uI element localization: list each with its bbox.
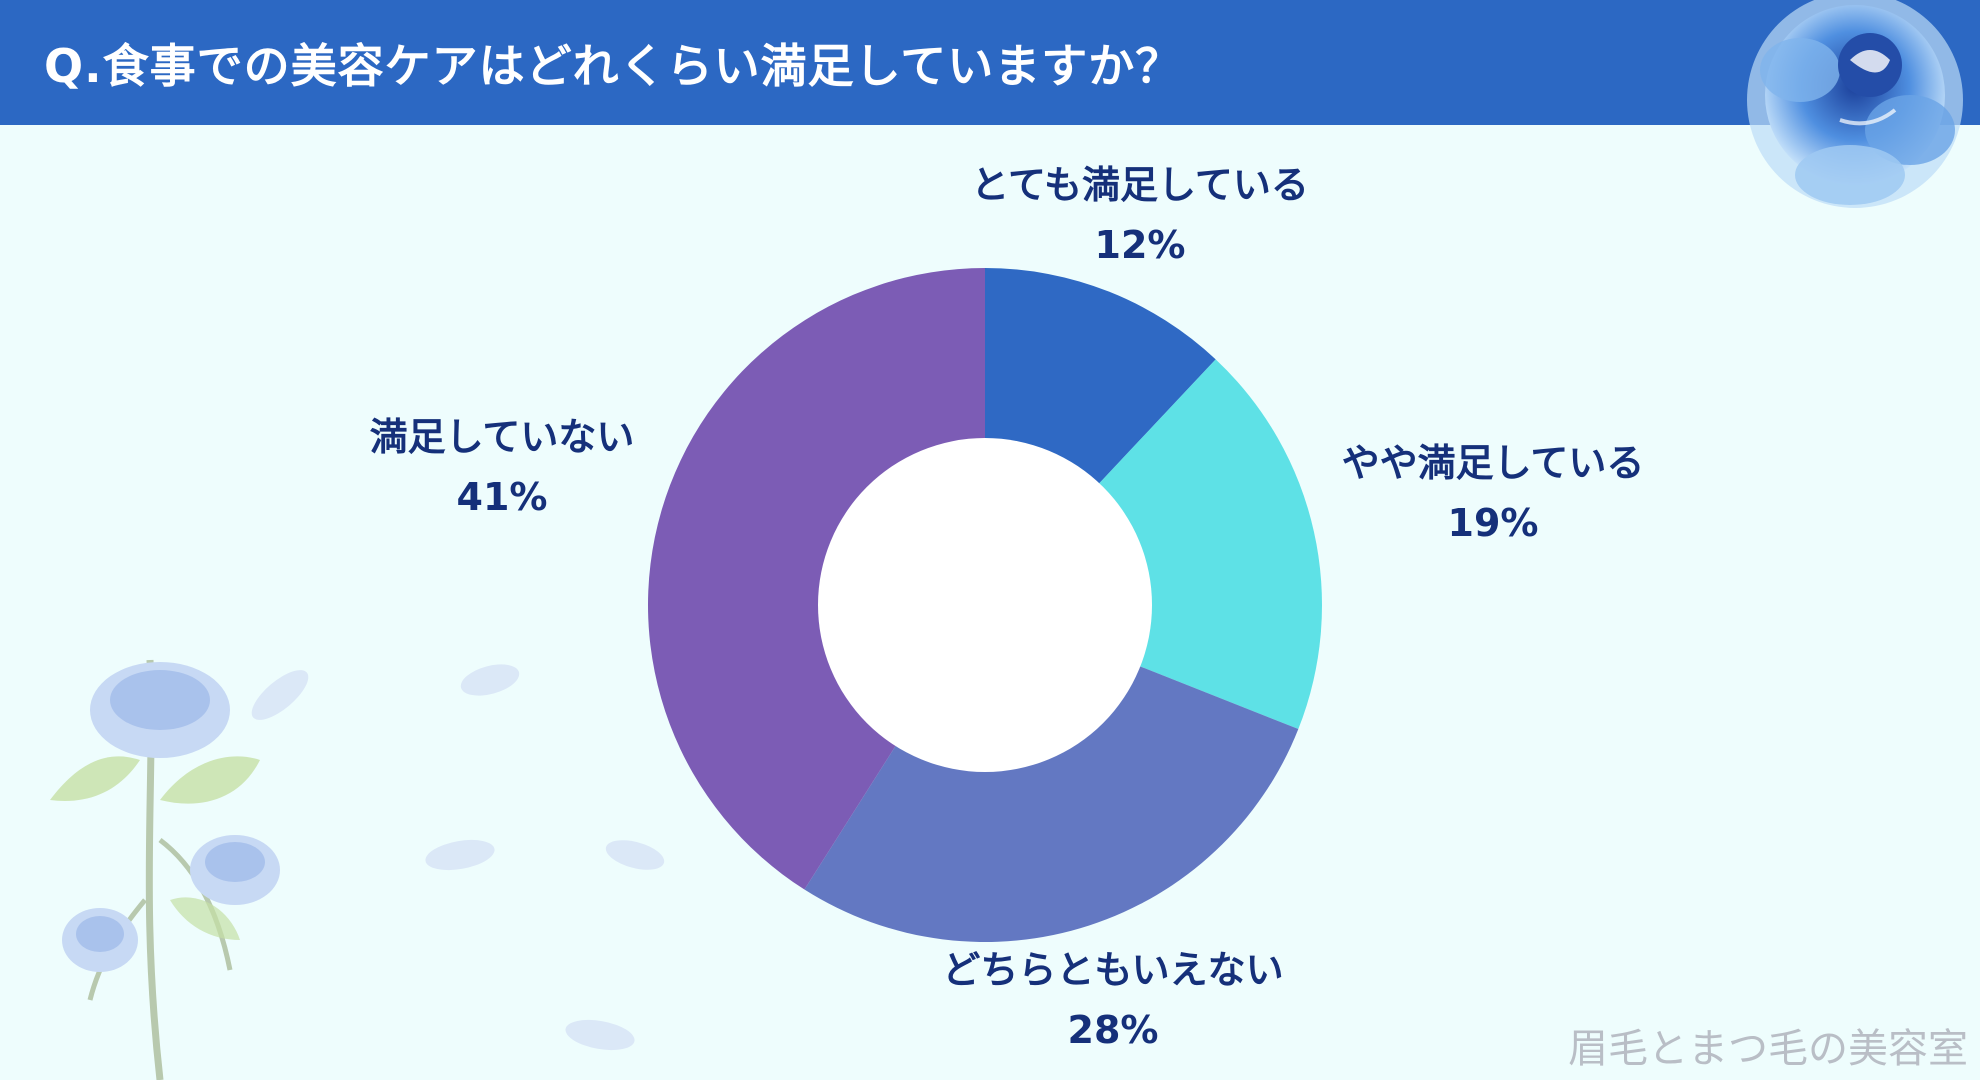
slice-label-somewhat-satisfied: やや満足している 19%	[1342, 433, 1645, 553]
donut-hole	[818, 438, 1152, 772]
slice-label-not-satisfied: 満足していない 41%	[370, 407, 635, 527]
slice-label-value: 28%	[1067, 1008, 1159, 1052]
slice-label-value: 19%	[1447, 501, 1539, 545]
slice-label-text: どちらともいえない	[942, 948, 1284, 992]
slice-label-value: 12%	[1094, 223, 1186, 267]
slice-label-text: とても満足している	[971, 163, 1309, 207]
slice-label-text: 満足していない	[369, 415, 635, 459]
slice-label-very-satisfied: とても満足している 12%	[971, 155, 1309, 275]
header-bar: Q.食事での美容ケアはどれくらい満足していますか？	[0, 0, 1980, 125]
blue-rose-icon	[1747, 0, 1963, 208]
page-title: Q.食事での美容ケアはどれくらい満足していますか？	[44, 39, 1183, 93]
slice-label-value: 41%	[456, 475, 548, 519]
watermark: 眉毛とまつ毛の美容室	[1568, 1026, 1968, 1072]
blue-rose-branch-icon	[50, 659, 665, 1080]
slice-label-neutral: どちらともいえない 28%	[942, 940, 1283, 1060]
donut-slice-2	[804, 605, 1299, 942]
slice-label-text: やや満足している	[1341, 441, 1645, 485]
